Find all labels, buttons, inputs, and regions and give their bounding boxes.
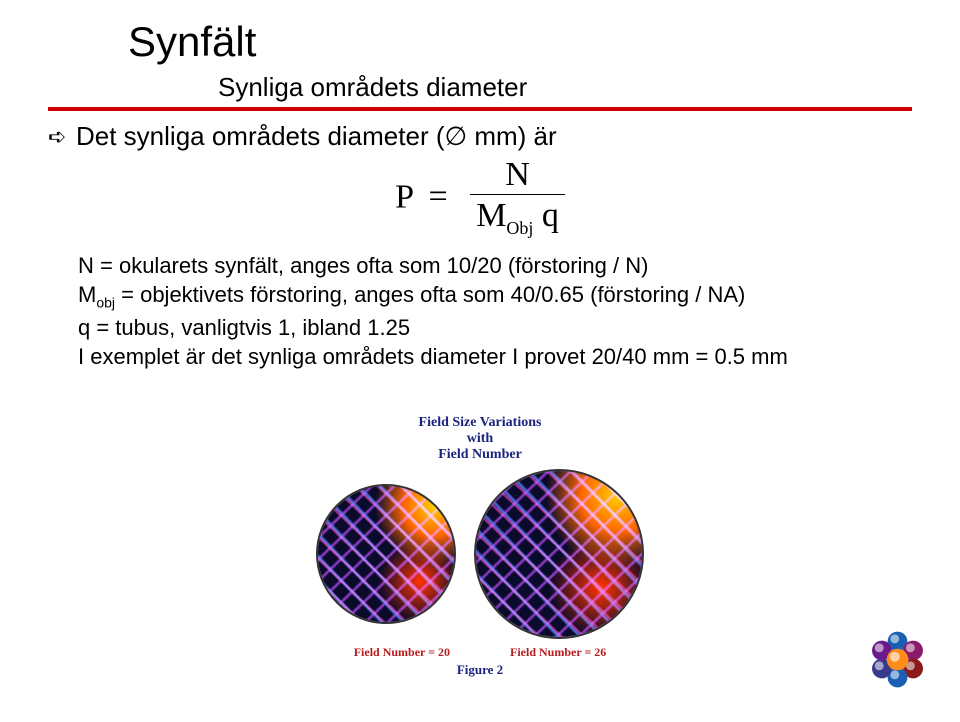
bullet-row: ➪ Det synliga områdets diameter (∅ mm) ä… (48, 121, 912, 152)
description-line: Mobj = objektivets förstoring, anges oft… (78, 280, 912, 312)
description-line: q = tubus, vanligtvis 1, ibland 1.25 (78, 313, 912, 343)
figure: Field Size Variations with Field Number … (270, 415, 690, 678)
den-tail: q (533, 197, 559, 234)
figure-title-line2: with (467, 431, 493, 446)
description-line: I exemplet är det synliga områdets diame… (78, 342, 912, 372)
bullet-text: Det synliga områdets diameter (∅ mm) är (76, 121, 557, 152)
logo-icon (848, 610, 938, 700)
figure-caption: Figure 2 (270, 662, 690, 678)
formula-lhs: P (395, 178, 414, 215)
slide-title: Synfält (128, 18, 912, 66)
slide-subtitle: Synliga områdets diameter (218, 72, 912, 103)
mesh-pattern (476, 471, 642, 637)
figure-title-line3: Field Number (438, 447, 522, 462)
figure-title-line1: Field Size Variations (419, 415, 542, 430)
title-rule (48, 107, 912, 111)
slide: Synfält Synliga områdets diameter ➪ Det … (0, 0, 960, 722)
den-sub: Obj (506, 218, 533, 238)
subscript: obj (96, 295, 115, 311)
formula: P = N MObj q (48, 158, 912, 237)
mesh-pattern (318, 486, 454, 622)
figure-title: Field Size Variations with Field Number (270, 415, 690, 463)
field-number-left: Field Number = 20 (354, 645, 450, 660)
description-line: N = okularets synfält, anges ofta som 10… (78, 251, 912, 281)
den-base: M (476, 197, 506, 234)
figure-labels: Field Number = 20 Field Number = 26 (270, 645, 690, 660)
arrow-icon: ➪ (48, 124, 70, 150)
description-block: N = okularets synfält, anges ofta som 10… (78, 251, 912, 372)
formula-eq: = (429, 178, 448, 215)
figure-circles (270, 469, 690, 639)
field-number-right: Field Number = 26 (510, 645, 606, 660)
formula-numerator: N (470, 158, 565, 195)
formula-fraction: N MObj q (470, 158, 565, 237)
circle-right (474, 469, 644, 639)
formula-denominator: MObj q (470, 195, 565, 237)
circle-left (316, 484, 456, 624)
